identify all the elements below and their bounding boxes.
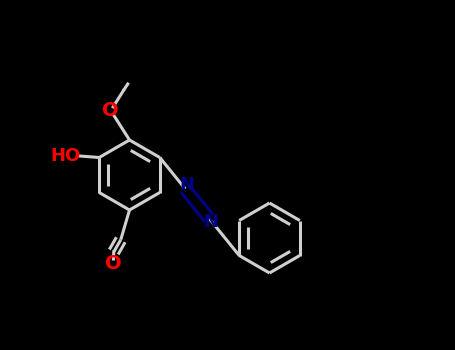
Text: N: N xyxy=(180,176,195,194)
Text: HO: HO xyxy=(51,147,81,165)
Text: N: N xyxy=(204,214,218,231)
Text: O: O xyxy=(102,101,119,120)
Text: O: O xyxy=(105,254,121,273)
